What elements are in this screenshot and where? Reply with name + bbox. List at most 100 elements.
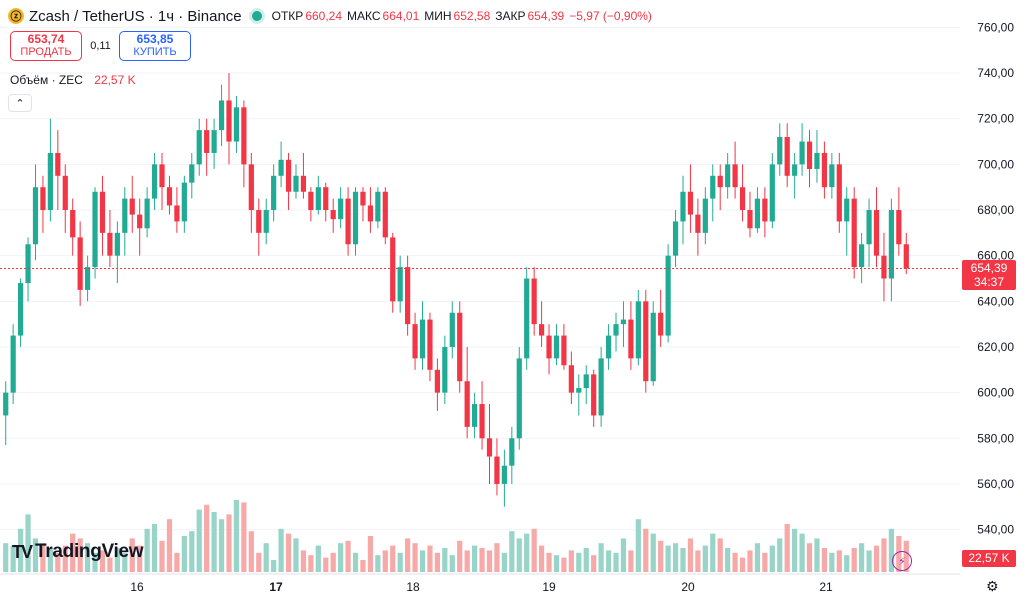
volume-bar	[494, 543, 500, 572]
open-value: 660,24	[305, 9, 343, 23]
sell-price: 653,74	[27, 32, 65, 46]
volume-bar	[821, 548, 828, 572]
candle-body	[390, 237, 396, 302]
candle-body	[434, 369, 440, 393]
price-tick-label: 660,00	[977, 249, 1014, 263]
chart-grid	[0, 26, 960, 531]
candle-body	[204, 130, 210, 153]
trade-buttons: 653,74 ПРОДАТЬ 0,11 653,85 КУПИТЬ	[10, 31, 191, 61]
volume-bar	[717, 538, 723, 572]
volume-bar	[3, 543, 9, 572]
collapse-legend-button[interactable]: ⌃	[8, 94, 32, 112]
volume-bar	[583, 548, 589, 572]
volume-bar	[271, 560, 277, 572]
volume-bar	[218, 519, 225, 572]
candle-body	[122, 198, 128, 233]
time-tick-label: 20	[681, 580, 695, 594]
volume-bar	[762, 552, 768, 572]
volume-bar	[375, 555, 381, 572]
candle-body	[107, 232, 113, 256]
volume-bar	[40, 543, 46, 572]
volume-bar	[256, 552, 262, 572]
candle-body	[553, 335, 560, 359]
volume-bar	[672, 543, 679, 572]
volume-bar	[635, 519, 641, 572]
volume-bar	[851, 548, 857, 572]
volume-bar	[702, 545, 708, 572]
candle-body	[144, 198, 150, 229]
price-tick-label: 760,00	[977, 20, 1014, 34]
candle-body	[263, 210, 269, 233]
tradingview-logo[interactable]: TV TradingView	[12, 541, 144, 563]
gear-icon[interactable]: ⚙	[986, 578, 999, 594]
candle-body	[881, 255, 887, 279]
volume-bar	[658, 540, 664, 572]
volume-bar	[278, 528, 284, 572]
candle-body	[859, 244, 865, 268]
candle-body	[472, 404, 478, 427]
candle-body	[419, 319, 426, 359]
candle-body	[732, 164, 738, 188]
volume-bar	[122, 552, 128, 572]
candle-body	[866, 210, 872, 245]
volume-bar	[62, 545, 68, 572]
candle-body	[151, 164, 158, 199]
candle-body	[99, 191, 106, 233]
volume-bar	[814, 538, 820, 572]
volume-bar	[442, 548, 448, 572]
volume-bar	[859, 543, 865, 572]
candle-body	[427, 319, 433, 370]
volume-bar	[315, 545, 321, 572]
candle-body	[248, 164, 254, 211]
candle-body	[330, 210, 336, 220]
volume-bar	[881, 538, 887, 572]
volume-label[interactable]: Объём · ZEC	[10, 73, 83, 87]
candle-body	[345, 198, 351, 245]
volume-bar	[99, 550, 106, 572]
volume-bar	[405, 538, 411, 572]
volume-bar	[352, 552, 359, 572]
volume-bar	[732, 552, 738, 572]
candle-body	[375, 191, 381, 222]
candle-body	[233, 107, 240, 142]
volume-bar	[70, 533, 76, 572]
volume-bar	[457, 540, 463, 572]
candle-body	[851, 198, 857, 268]
price-tick-label: 700,00	[977, 157, 1014, 171]
candle-body	[464, 381, 470, 427]
symbol-title[interactable]: Zcash / TetherUS · 1ч · Binance	[29, 7, 242, 25]
candle-body	[308, 191, 314, 211]
volume-bar	[55, 552, 61, 572]
candle-body	[40, 187, 46, 211]
volume-legend: Объём · ZEC 22,57 K	[10, 73, 136, 87]
bolt-icon[interactable]: ⚡	[892, 551, 912, 571]
volume-bar	[486, 550, 493, 572]
volume-bar	[605, 550, 612, 572]
volume-bar	[248, 531, 254, 572]
spread-value: 0,11	[90, 40, 111, 52]
candle-body	[449, 312, 455, 347]
buy-button[interactable]: 653,85 КУПИТЬ	[119, 31, 191, 61]
volume-bar	[18, 528, 24, 572]
candle-body	[576, 388, 582, 393]
candle-body	[285, 159, 292, 192]
candle-body	[583, 374, 589, 389]
close-value: 654,39	[527, 9, 565, 23]
volume-bar	[196, 509, 202, 572]
price-tick-label: 600,00	[977, 386, 1014, 400]
volume-bar	[323, 557, 329, 572]
price-tick-label: 560,00	[977, 477, 1014, 491]
candle-body	[628, 319, 634, 359]
candle-body	[315, 187, 321, 211]
sell-button[interactable]: 653,74 ПРОДАТЬ	[10, 31, 82, 61]
volume-bar	[725, 548, 731, 572]
candle-body	[896, 210, 902, 245]
volume-bar	[285, 533, 292, 572]
volume-bar	[747, 550, 753, 572]
candle-body	[873, 210, 880, 256]
price-tick-label: 680,00	[977, 203, 1014, 217]
volume-bar	[77, 538, 83, 572]
candle-body	[256, 210, 262, 233]
volume-bar	[613, 552, 619, 572]
